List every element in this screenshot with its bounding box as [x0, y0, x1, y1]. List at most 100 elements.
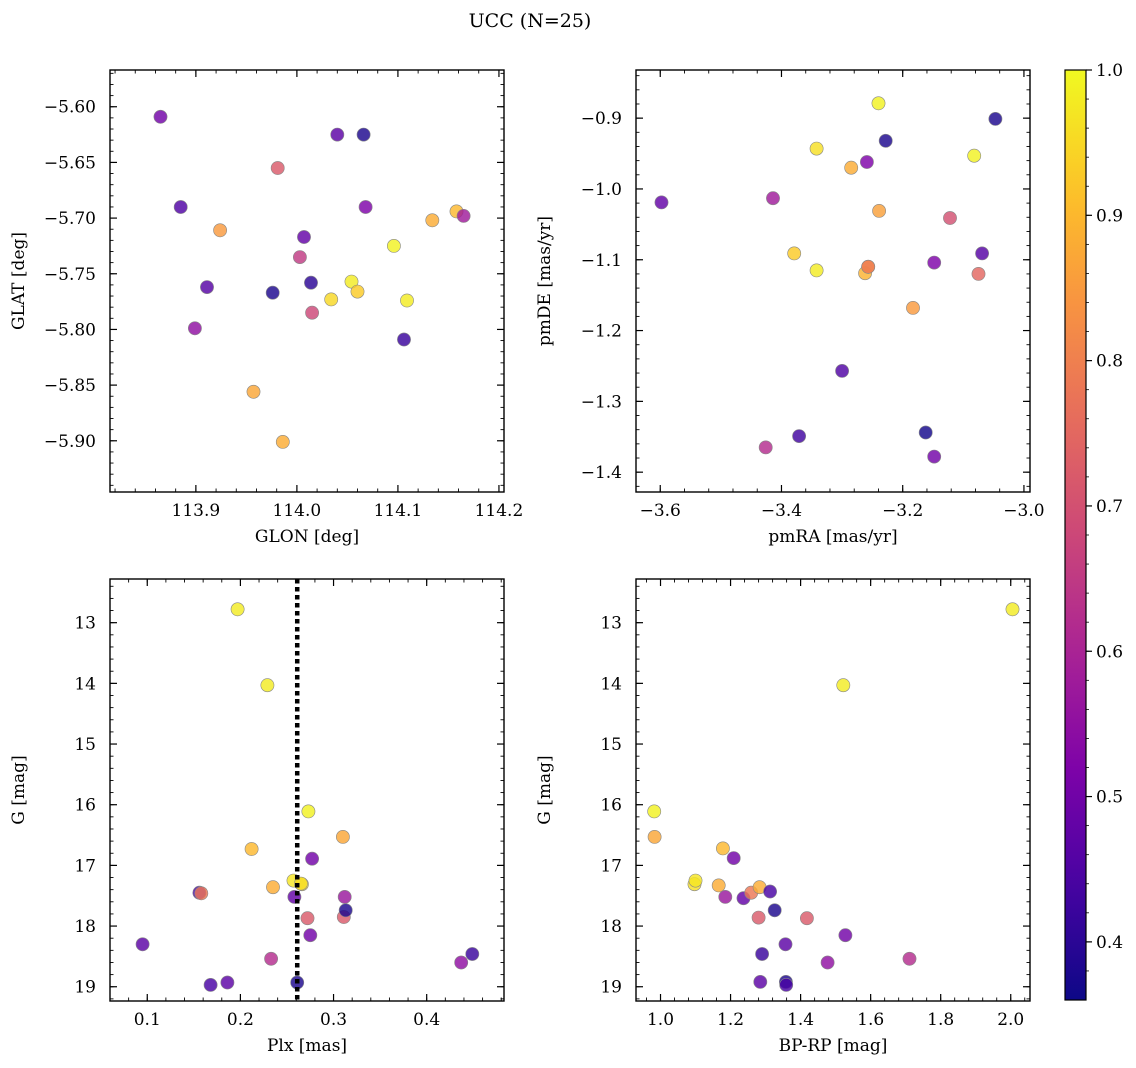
- x-tick-label: 0.3: [320, 1010, 347, 1030]
- x-tick-label: −3.6: [640, 501, 681, 521]
- data-point: [878, 133, 893, 148]
- data-point: [386, 238, 401, 253]
- data-point: [425, 213, 440, 228]
- data-point: [711, 878, 726, 893]
- data-point: [203, 978, 218, 992]
- y-tick-label: −5.60: [44, 98, 96, 118]
- data-point: [809, 263, 824, 278]
- data-point: [871, 96, 886, 111]
- data-point: [300, 911, 315, 926]
- data-point: [755, 947, 769, 961]
- data-point: [860, 155, 874, 169]
- data-point: [654, 195, 669, 210]
- colorbar-tick-label: 0.4: [1096, 933, 1123, 953]
- y-tick-label: −1.0: [581, 180, 622, 200]
- data-point: [718, 890, 733, 904]
- x-tick-label: 0.1: [134, 1010, 161, 1030]
- y-tick-label: 15: [74, 735, 96, 755]
- data-point: [861, 259, 876, 274]
- axes-frame: [635, 578, 1031, 1002]
- data-point: [753, 975, 768, 989]
- data-point: [335, 830, 350, 844]
- x-tick-label: 114.0: [273, 501, 322, 521]
- y-tick-label: −5.70: [44, 209, 96, 229]
- x-axis-label: Plx [mas]: [267, 1036, 347, 1056]
- scatter-panel-1: 113.9 114.0 114.1 114.2 −5.60 −5.65 −5.70 −5.75…: [9, 69, 524, 547]
- data-point: [194, 886, 209, 901]
- data-point: [967, 148, 982, 163]
- data-point: [943, 211, 957, 225]
- data-point: [456, 208, 471, 223]
- data-point: [766, 191, 780, 206]
- x-tick-label: 2.0: [997, 1010, 1024, 1030]
- data-point: [135, 937, 150, 952]
- data-point: [1005, 602, 1020, 617]
- data-point: [835, 363, 849, 378]
- data-point: [454, 955, 469, 970]
- y-tick-label: 13: [74, 614, 96, 634]
- colorbar-tick-label: 0.9: [1096, 206, 1123, 226]
- x-axis-label: BP-RP [mag]: [779, 1036, 888, 1056]
- data-point: [266, 880, 280, 895]
- data-point: [270, 161, 285, 175]
- data-point: [244, 842, 259, 856]
- y-tick-label: −1.1: [581, 251, 622, 271]
- data-point: [213, 223, 227, 238]
- y-tick-label: 19: [74, 978, 96, 998]
- y-axis-label: G [mag]: [9, 755, 29, 824]
- data-point: [324, 292, 339, 307]
- data-point: [305, 851, 319, 866]
- y-axis-label: G [mag]: [535, 755, 555, 824]
- data-point: [187, 321, 202, 336]
- data-point: [778, 937, 793, 952]
- y-axis-label: GLAT [deg]: [9, 232, 29, 330]
- y-tick-label: 14: [600, 674, 622, 694]
- data-point: [350, 284, 365, 299]
- x-tick-label: 1.2: [717, 1010, 744, 1030]
- x-axis-label: GLON [deg]: [255, 527, 359, 547]
- colorbar-gradient: [1064, 69, 1087, 1001]
- data-point: [265, 285, 280, 300]
- axes-frame: [635, 69, 1031, 493]
- y-tick-label: 18: [74, 917, 96, 937]
- data-point: [356, 127, 371, 142]
- y-tick-label: −5.65: [44, 153, 96, 173]
- y-tick-label: −0.9: [581, 109, 622, 129]
- data-point: [820, 955, 835, 970]
- colorbar-tick-label: 0.7: [1096, 497, 1123, 517]
- data-point: [779, 978, 794, 992]
- data-point: [767, 903, 782, 918]
- data-point: [304, 275, 318, 290]
- y-tick-label: −5.85: [44, 376, 96, 396]
- scatter-panel-4: 1.0 1.2 1.4 1.6 1.8 2.0 13 14 15 16 17 18 19 BP-RP [m…: [535, 578, 1031, 1056]
- y-tick-label: −1.2: [581, 322, 622, 342]
- data-point: [988, 112, 1003, 126]
- data-point: [260, 678, 275, 693]
- x-tick-label: −3.2: [882, 501, 923, 521]
- x-tick-label: 113.9: [172, 501, 221, 521]
- data-point: [800, 911, 814, 926]
- colorbar-tick-label: 0.6: [1096, 642, 1123, 662]
- x-tick-label: 114.2: [475, 501, 524, 521]
- data-point: [275, 434, 290, 449]
- y-tick-label: 16: [600, 796, 622, 816]
- colorbar-tick-label: 0.8: [1096, 352, 1123, 372]
- data-point: [246, 384, 261, 399]
- data-point: [397, 332, 411, 347]
- y-tick-label: 18: [600, 917, 622, 937]
- data-point: [301, 804, 316, 819]
- data-point: [647, 804, 662, 819]
- x-tick-label: 0.2: [227, 1010, 254, 1030]
- y-tick-label: 17: [74, 856, 96, 876]
- data-point: [230, 602, 245, 617]
- colorbar: 0.4 0.5 0.6 0.7 0.8 0.9 1.0: [1064, 61, 1123, 1001]
- data-point: [927, 449, 942, 464]
- y-tick-label: −5.75: [44, 265, 96, 285]
- data-point: [220, 975, 235, 990]
- data-point: [338, 903, 353, 918]
- data-point: [200, 280, 214, 294]
- y-tick-label: −1.3: [581, 392, 622, 412]
- x-tick-label: −3.0: [1003, 501, 1044, 521]
- data-point: [838, 928, 853, 943]
